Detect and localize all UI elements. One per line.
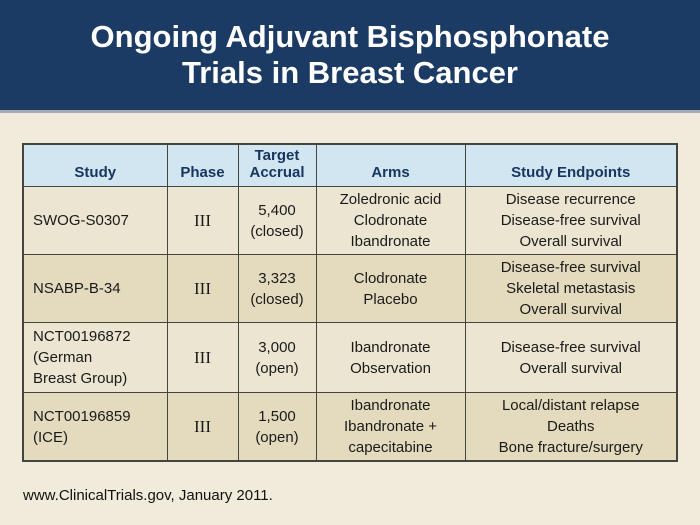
cell-study: NCT00196872 (German Breast Group) [22,322,168,393]
header-phase: Phase [166,143,239,187]
cell-phase: III [166,254,239,323]
cell-study: NSABP-B-34 [22,254,168,323]
cell-arms: Ibandronate Ibandronate + capecitabine [315,392,466,462]
header-target-accrual: Target Accrual [237,143,317,187]
cell-phase: III [166,322,239,393]
slide-title-line1: Ongoing Adjuvant Bisphosphonate [90,19,610,54]
header-study: Study [22,143,168,187]
source-citation: www.ClinicalTrials.gov, January 2011. [23,487,273,504]
cell-arms: Ibandronate Observation [315,322,466,393]
cell-study: SWOG-S0307 [22,186,168,255]
title-band: Ongoing Adjuvant Bisphosphonate Trials i… [0,0,700,113]
trials-table: Study Phase Target Accrual Arms Study En… [22,143,678,462]
cell-accrual: 3,323 (closed) [237,254,317,323]
cell-phase: III [166,392,239,462]
cell-study: NCT00196859 (ICE) [22,392,168,462]
cell-endpoints: Disease recurrence Disease-free survival… [464,186,678,255]
slide-title-line2: Trials in Breast Cancer [182,55,518,90]
cell-accrual: 5,400 (closed) [237,186,317,255]
cell-accrual: 1,500 (open) [237,392,317,462]
table-row: NCT00196859 (ICE) III 1,500 (open) Iband… [22,392,678,462]
table-row: NSABP-B-34 III 3,323 (closed) Clodronate… [22,254,678,323]
header-arms: Arms [315,143,466,187]
cell-endpoints: Disease-free survival Skeletal metastasi… [464,254,678,323]
cell-endpoints: Disease-free survival Overall survival [464,322,678,393]
cell-endpoints: Local/distant relapse Deaths Bone fractu… [464,392,678,462]
cell-arms: Clodronate Placebo [315,254,466,323]
header-study-endpoints: Study Endpoints [464,143,678,187]
cell-phase: III [166,186,239,255]
cell-arms: Zoledronic acid Clodronate Ibandronate [315,186,466,255]
cell-accrual: 3,000 (open) [237,322,317,393]
table-row: SWOG-S0307 III 5,400 (closed) Zoledronic… [22,186,678,255]
table-row: NCT00196872 (German Breast Group) III 3,… [22,322,678,393]
table-header-row: Study Phase Target Accrual Arms Study En… [22,143,678,187]
